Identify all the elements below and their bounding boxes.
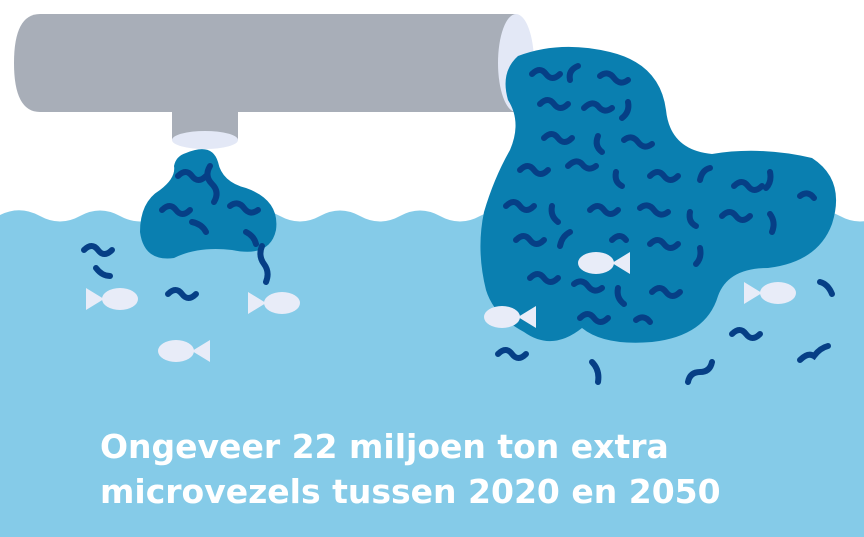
microfiber-icon <box>763 169 774 191</box>
microfiber-icon <box>637 202 671 218</box>
microfiber-icon <box>633 314 653 325</box>
microfiber-icon <box>257 243 271 285</box>
caption-line-1: Ongeveer 22 miljoen ton extra <box>100 427 669 466</box>
microfiber-icon <box>797 343 831 363</box>
microfiber-icon <box>227 200 261 216</box>
microfiber-icon <box>527 271 561 285</box>
microfiber-icon <box>541 131 575 145</box>
microfiber-icon <box>587 203 621 217</box>
fish-group <box>86 252 796 362</box>
microfiber-icon <box>729 327 763 341</box>
microfiber-icon <box>557 229 573 249</box>
microfiber-icon <box>693 245 704 267</box>
microfiber-icon <box>731 179 765 193</box>
microfiber-icon <box>165 287 199 301</box>
microfiber-icon <box>649 285 683 299</box>
microfiber-icon <box>647 237 681 251</box>
microfiber-icon <box>93 265 113 279</box>
microfiber-icon <box>797 190 817 201</box>
microfiber-icon <box>495 347 529 361</box>
microfiber-icon <box>81 243 115 257</box>
microfiber-group-small <box>159 163 261 247</box>
microfiber-icon <box>767 211 777 235</box>
microfiber-icon <box>621 134 655 150</box>
microfiber-icon <box>204 163 220 205</box>
fish-icon <box>248 292 300 314</box>
microfiber-icon <box>589 359 602 385</box>
microfiber-icon <box>537 97 571 111</box>
microfiber-icon <box>597 70 631 86</box>
drain-pipe-icon <box>14 14 534 149</box>
microfiber-icon <box>503 199 537 213</box>
microfiber-icon <box>159 203 193 217</box>
microfiber-icon <box>817 279 835 297</box>
caption-line-2: microvezels tussen 2020 en 2050 <box>100 472 721 511</box>
microfiber-icon <box>685 359 715 385</box>
microfiber-icon <box>529 67 563 81</box>
microfiber-icon <box>593 133 605 155</box>
microfiber-icon <box>565 158 599 172</box>
microfiber-icon <box>719 209 753 223</box>
microfiber-icon <box>513 233 547 247</box>
caption: Ongeveer 22 miljoen ton extra microvezel… <box>100 424 820 514</box>
microfiber-icon <box>614 285 627 307</box>
microfiber-icon <box>697 165 713 183</box>
microfiber-icon <box>647 169 681 183</box>
fish-icon <box>484 306 536 328</box>
microfiber-group-water <box>81 243 835 385</box>
microfiber-icon <box>612 169 625 189</box>
microfiber-icon <box>517 163 551 177</box>
microfiber-icon <box>189 219 209 235</box>
fish-icon <box>744 282 796 304</box>
fish-icon <box>86 288 138 310</box>
fish-icon <box>578 252 630 274</box>
large-microfiber-blob <box>480 46 837 343</box>
microfiber-icon <box>581 100 615 114</box>
small-microfiber-blob <box>140 149 277 259</box>
microfiber-icon <box>686 209 699 229</box>
microfiber-icon <box>548 203 561 225</box>
microfiber-icon <box>619 99 632 121</box>
microfiber-icon <box>609 233 629 243</box>
microfiber-icon <box>566 63 581 83</box>
fish-icon <box>158 340 210 362</box>
microfiber-group-large <box>503 63 817 325</box>
microfiber-icon <box>577 311 611 325</box>
microfiber-icon <box>243 229 259 247</box>
microfiber-icon <box>175 169 209 183</box>
microfiber-icon <box>571 278 605 294</box>
